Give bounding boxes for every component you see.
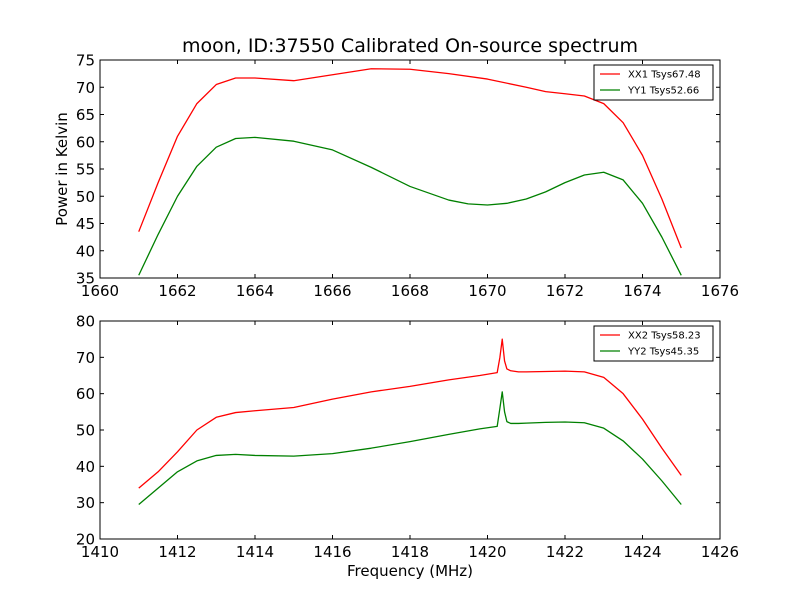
x-tick-label: 1660: [81, 282, 119, 300]
x-tick-label: 1662: [158, 282, 196, 300]
x-tick-label: 1424: [623, 543, 661, 561]
y-tick-label: 30: [76, 494, 95, 512]
plots: 1660 1662 1664 1666 1668 1670 1672 1674 1676 35 40…: [53, 52, 739, 581]
legend-label-1: XX1 Tsys67.48: [628, 70, 701, 81]
legend-box: [593, 325, 714, 362]
y-tick-label: 45: [76, 215, 95, 233]
legend-label-2: YY2 Tsys45.35: [627, 347, 699, 358]
y-tick-label: 40: [76, 242, 95, 260]
legend-label-2: YY1 Tsys52.66: [627, 86, 699, 97]
x-tick-label: 1416: [313, 543, 351, 561]
legend: XX2 Tsys58.23 YY2 Tsys45.35: [593, 325, 714, 362]
legend: XX1 Tsys67.48 YY1 Tsys52.66: [593, 64, 714, 101]
x-tick-label: 1666: [313, 282, 351, 300]
x-tick-label: 1674: [623, 282, 661, 300]
y-tick-label: 70: [76, 79, 95, 97]
x-tick-label: 1672: [546, 282, 584, 300]
subplot-2: 1410 1412 1414 1416 1418 1420 1422 1424 1426 20 30…: [76, 313, 739, 581]
y-tick-label: 60: [76, 133, 95, 151]
y-tick-label: 50: [76, 422, 95, 440]
x-tick-label: 1668: [391, 282, 429, 300]
x-axis-label: Frequency (MHz): [347, 562, 473, 580]
y-tick-label: 40: [76, 458, 95, 476]
x-tick-label: 1676: [701, 282, 739, 300]
y-tick-label: 65: [76, 106, 95, 124]
legend-box: [593, 64, 714, 101]
x-tick-label: 1412: [158, 543, 196, 561]
y-tick-label: 50: [76, 188, 95, 206]
legend-label-1: XX2 Tsys58.23: [628, 331, 701, 342]
y-tick-label: 35: [76, 270, 95, 288]
x-tick-label: 1664: [236, 282, 274, 300]
y-tick-label: 80: [76, 313, 95, 331]
x-tick-label: 1414: [236, 543, 274, 561]
y-tick-label: 55: [76, 161, 95, 179]
x-tick-label: 1420: [468, 543, 506, 561]
x-tick-label: 1426: [701, 543, 739, 561]
y-tick-label: 70: [76, 349, 95, 367]
y-axis-label: Power in Kelvin: [53, 112, 71, 226]
y-tick-label: 75: [76, 52, 95, 70]
series-line-1: [138, 68, 682, 249]
x-tick-label: 1670: [468, 282, 506, 300]
x-tick-label: 1410: [81, 543, 119, 561]
y-tick-label: 20: [76, 531, 95, 549]
subplot-1: 1660 1662 1664 1666 1668 1670 1672 1674 1676 35 40…: [53, 52, 739, 301]
series-line-1: [138, 338, 682, 489]
chart-title: moon, ID:37550 Calibrated On-source spec…: [182, 35, 638, 57]
y-tick-label: 60: [76, 385, 95, 403]
series-line-2: [138, 391, 682, 505]
series-line-2: [138, 136, 682, 276]
x-tick-label: 1418: [391, 543, 429, 561]
x-tick-label: 1422: [546, 543, 584, 561]
